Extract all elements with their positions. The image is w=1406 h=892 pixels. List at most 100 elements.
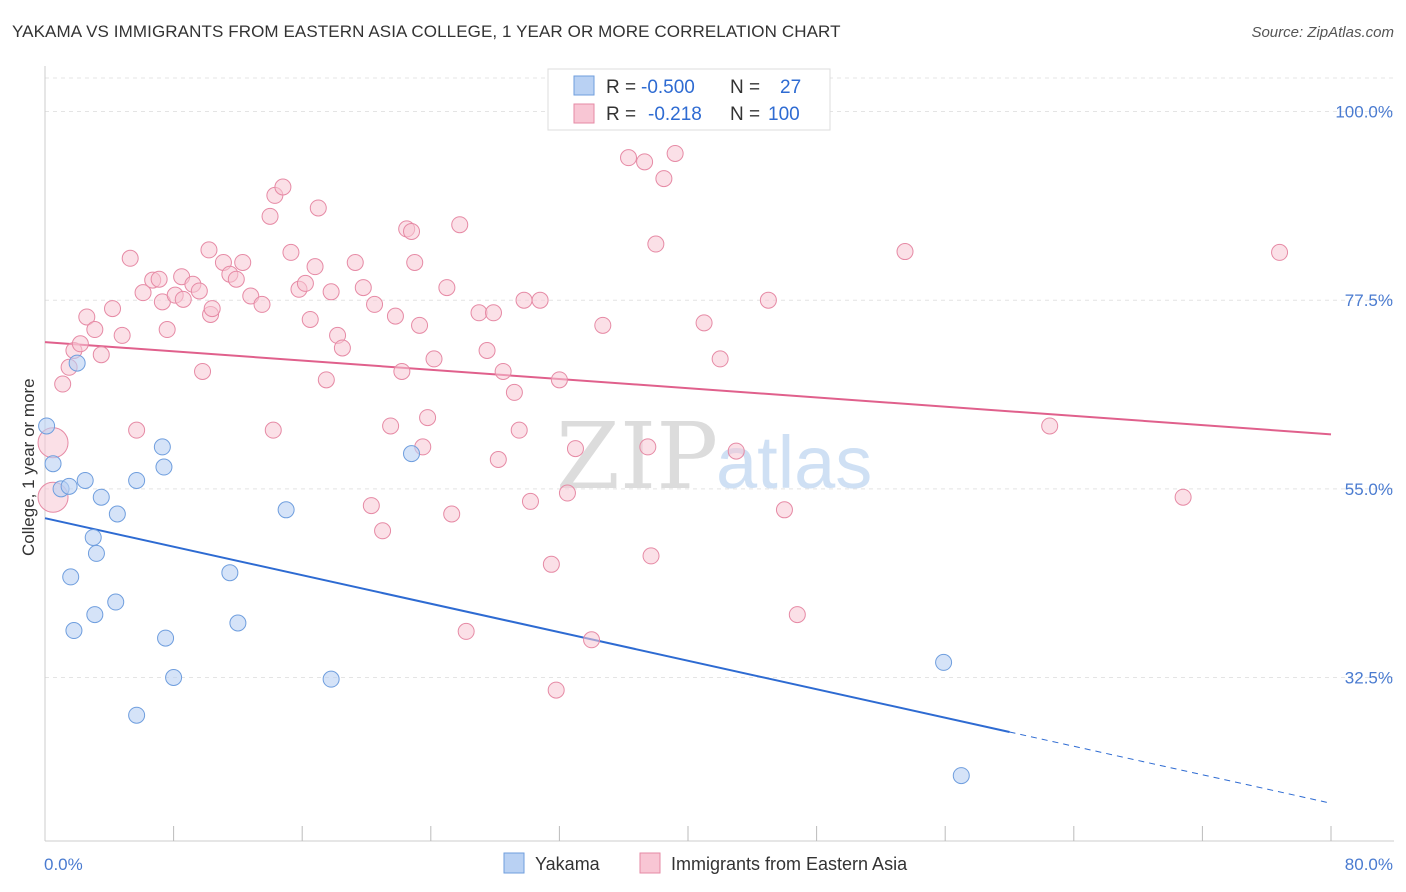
point-immigrants: [386, 307, 404, 325]
point-immigrants: [203, 300, 221, 318]
point-immigrants: [393, 362, 411, 380]
point-immigrants: [711, 350, 729, 368]
point-yakama: [153, 438, 171, 456]
point-immigrants: [354, 279, 372, 297]
point-immigrants: [264, 421, 282, 439]
point-immigrants: [374, 522, 392, 540]
trend-lines: [44, 341, 1332, 804]
point-immigrants: [234, 253, 252, 271]
legend-swatch-immigrants: [573, 103, 595, 124]
point-immigrants: [566, 440, 584, 458]
point-yakama: [229, 614, 247, 632]
point-immigrants: [639, 438, 657, 456]
point-yakama: [44, 455, 62, 473]
point-immigrants: [411, 316, 429, 334]
point-immigrants: [282, 243, 300, 261]
point-immigrants: [78, 308, 96, 326]
y-tick-label: 100.0%: [1335, 103, 1393, 122]
chart-title: YAKAMA VS IMMIGRANTS FROM EASTERN ASIA C…: [12, 22, 841, 41]
point-immigrants: [558, 484, 576, 502]
legend-n-value-1: 27: [780, 77, 801, 98]
legend-n-label-2: N =: [730, 104, 760, 125]
point-immigrants: [620, 149, 638, 167]
watermark-atlas: atlas: [716, 421, 872, 504]
x-tick-label-min: 0.0%: [44, 855, 83, 874]
point-immigrants: [655, 170, 673, 188]
trend-line-yakama: [44, 517, 1010, 733]
y-axis-title: College, 1 year or more: [19, 378, 38, 556]
point-yakama: [128, 706, 146, 724]
tick-labels: 32.5% 55.0% 77.5% 100.0% 0.0% 80.0%: [44, 103, 1393, 874]
point-yakama: [108, 505, 126, 523]
point-immigrants: [438, 279, 456, 297]
point-immigrants: [759, 291, 777, 309]
trend-line-immigrants: [44, 341, 1332, 436]
point-immigrants: [150, 270, 168, 288]
point-immigrants: [775, 501, 793, 519]
point-immigrants: [113, 326, 131, 344]
legend-r-value-2: -0.218: [648, 104, 702, 125]
point-immigrants: [190, 282, 208, 300]
point-immigrants: [54, 375, 72, 393]
point-immigrants: [194, 362, 212, 380]
point-immigrants: [531, 291, 549, 309]
point-immigrants: [134, 284, 152, 302]
point-immigrants: [647, 235, 665, 253]
point-immigrants: [1174, 488, 1192, 506]
point-immigrants: [362, 497, 380, 515]
point-immigrants: [542, 555, 560, 573]
point-immigrants: [583, 631, 601, 649]
point-yakama: [107, 593, 125, 611]
legend-r-label-2: R =: [606, 104, 636, 125]
point-immigrants: [451, 216, 469, 234]
point-yakama: [952, 767, 970, 785]
point-immigrants: [274, 178, 292, 196]
point-yakama: [157, 629, 175, 647]
legend-r-value-1: -0.500: [641, 77, 695, 98]
point-immigrants: [403, 222, 421, 240]
point-immigrants: [261, 207, 279, 225]
point-yakama: [87, 544, 105, 562]
point-immigrants: [457, 622, 475, 640]
point-immigrants: [253, 295, 271, 313]
trend-line-yakama-extension: [1009, 731, 1332, 804]
point-immigrants: [666, 144, 684, 162]
point-yakama: [65, 622, 83, 640]
point-immigrants: [484, 304, 502, 322]
point-yakama: [155, 458, 173, 476]
point-immigrants: [346, 253, 364, 271]
series-immigrants-points: [37, 144, 1289, 699]
point-immigrants: [1271, 243, 1289, 261]
point-yakama: [221, 564, 239, 582]
point-immigrants: [550, 371, 568, 389]
point-yakama: [84, 528, 102, 546]
legend-box: [547, 68, 831, 131]
legend-n-label-1: N =: [730, 77, 760, 98]
bottom-legend-yakama: Yakama: [535, 854, 601, 874]
point-immigrants: [695, 314, 713, 332]
point-immigrants: [443, 505, 461, 523]
point-immigrants: [317, 371, 335, 389]
point-yakama: [935, 653, 953, 671]
point-immigrants: [788, 606, 806, 624]
point-immigrants: [419, 409, 437, 427]
point-immigrants: [309, 199, 327, 217]
point-yakama: [165, 669, 183, 686]
bottom-legend-swatch-yakama: [503, 852, 525, 874]
point-immigrants: [494, 362, 512, 380]
point-immigrants: [333, 339, 351, 357]
point-immigrants: [642, 547, 660, 565]
point-immigrants: [104, 300, 122, 318]
point-immigrants: [425, 350, 443, 368]
point-immigrants: [489, 451, 507, 468]
point-immigrants: [406, 253, 424, 271]
point-yakama: [403, 445, 421, 463]
point-immigrants: [174, 290, 192, 308]
point-yakama: [60, 477, 78, 495]
point-yakama: [277, 501, 295, 519]
point-immigrants: [296, 274, 314, 292]
point-immigrants: [227, 270, 245, 288]
bottom-legend-swatch-immigrants: [639, 852, 661, 874]
series-legend: Yakama Immigrants from Eastern Asia: [503, 852, 908, 874]
legend-n-value-2: 100: [768, 104, 800, 125]
